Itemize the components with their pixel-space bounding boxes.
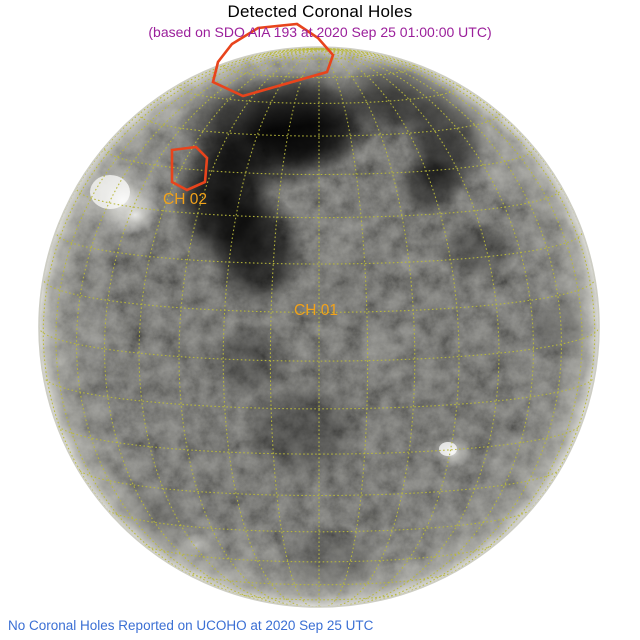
- grid-parallel-70: [222, 60, 416, 79]
- coronal-hole-contours: [170, 22, 335, 192]
- grid-meridian-150: [318, 47, 339, 50]
- grid-meridian--50: [103, 48, 320, 606]
- grid-meridian--70: [55, 48, 320, 596]
- grid-meridian-20: [318, 48, 416, 607]
- grid-meridian-80: [318, 48, 596, 572]
- grid-parallel-40: [103, 145, 535, 176]
- solar-limb: [38, 46, 600, 608]
- grid-parallel--30: [76, 467, 562, 497]
- coronal-hole-outline-2: [170, 145, 209, 192]
- coronal-hole-outline-1: [211, 22, 335, 98]
- ucoho-status-note: No Coronal Holes Reported on UCOHO at 20…: [8, 618, 374, 633]
- grid-parallel-10: [42, 277, 596, 313]
- grid-parallel-80: [269, 47, 369, 60]
- grid-meridian--30: [178, 48, 320, 607]
- grid-meridian-50: [318, 48, 535, 606]
- grid-parallel--70: [227, 591, 411, 601]
- grid-meridian--80: [42, 48, 320, 572]
- grid-meridian--90: [39, 48, 320, 366]
- grid-meridian--40: [138, 48, 320, 607]
- grid-parallel--10: [42, 376, 596, 410]
- coronal-hole-label-1: CH 01: [294, 302, 338, 319]
- coronal-hole-label-2: CH 02: [163, 191, 207, 208]
- grid-meridian--20: [222, 48, 320, 607]
- grid-parallel--20: [55, 422, 583, 455]
- grid-parallel-50: [138, 109, 500, 137]
- grid-meridian-30: [318, 48, 460, 607]
- coronal-hole-labels: CH 01 CH 02: [163, 191, 338, 319]
- grid-parallel--40: [105, 507, 533, 533]
- grid-meridian-70: [318, 48, 583, 596]
- grid-meridian-40: [318, 48, 500, 607]
- heliographic-grid: [39, 47, 599, 607]
- grid-meridian-90: [318, 48, 599, 366]
